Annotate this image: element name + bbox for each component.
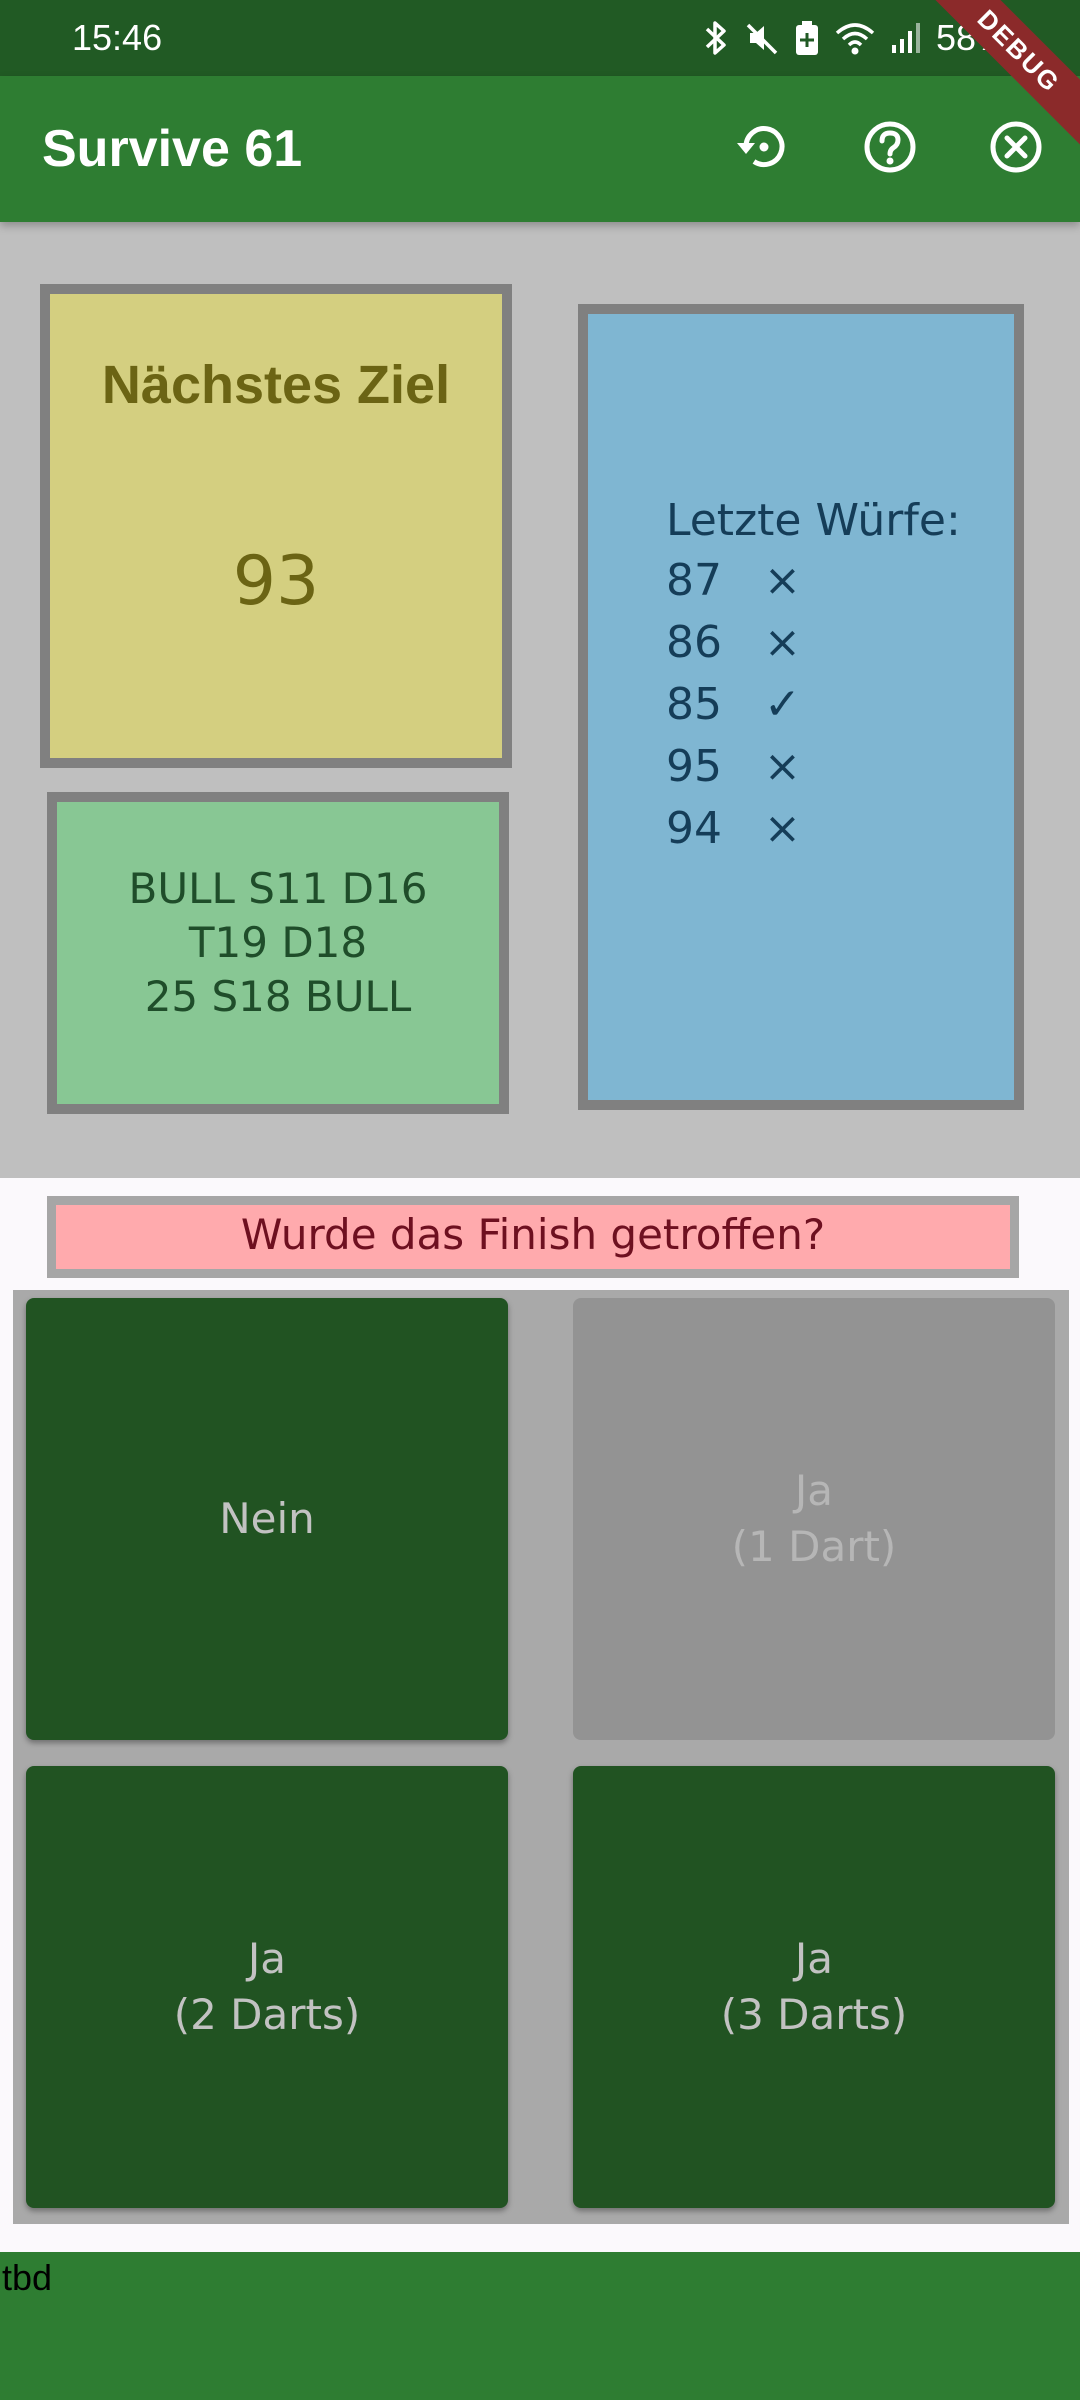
finish-suggestion-box: BULL S11 D16 T19 D18 25 S18 BULL <box>47 792 509 1114</box>
status-time: 15:46 <box>72 17 163 58</box>
yes-1-dart-button[interactable]: Ja (1 Dart) <box>573 1298 1055 1740</box>
answer-grid: Nein Ja (1 Dart) Ja (2 Darts) Ja (3 Dart… <box>13 1290 1069 2224</box>
status-icons: 58% <box>702 12 1008 64</box>
history-value: 87 <box>666 555 722 606</box>
no-button[interactable]: Nein <box>26 1298 508 1740</box>
yes-1-dart-label: Ja (1 Dart) <box>731 1466 897 1571</box>
target-label: Nächstes Ziel <box>101 355 451 415</box>
signal-icon <box>890 19 922 57</box>
wifi-icon <box>834 19 876 57</box>
finish-question: Wurde das Finish getroffen? <box>47 1196 1019 1278</box>
help-button[interactable] <box>854 113 926 185</box>
history-row: 87 × <box>666 550 961 612</box>
bluetooth-icon <box>702 19 730 57</box>
restart-icon <box>732 117 792 181</box>
history-row: 85 ✓ <box>666 674 961 736</box>
app-bar: Survive 61 <box>0 76 1080 222</box>
app-title: Survive 61 <box>42 120 303 178</box>
bottom-bar: tbd <box>0 2252 1080 2400</box>
history-mark: × <box>764 555 801 606</box>
yes-3-darts-label: Ja (3 Darts) <box>720 1934 908 2039</box>
close-button[interactable] <box>980 113 1052 185</box>
history-row: 94 × <box>666 798 961 860</box>
history-value: 85 <box>666 679 722 730</box>
battery-saver-icon <box>794 19 820 57</box>
history-value: 86 <box>666 617 722 668</box>
finish-line: T19 D18 <box>188 918 368 967</box>
target-box: Nächstes Ziel 93 <box>40 284 512 768</box>
finish-suggestion: BULL S11 D16 T19 D18 25 S18 BULL <box>57 862 499 1024</box>
close-circle-icon <box>986 117 1046 181</box>
history-mark: × <box>764 803 801 854</box>
history-mark: ✓ <box>764 679 801 730</box>
footer-text: tbd <box>2 2257 53 2298</box>
history-title: Letzte Würfe: <box>666 495 961 546</box>
history-value: 94 <box>666 803 722 854</box>
game-info-area: Nächstes Ziel 93 BULL S11 D16 T19 D18 25… <box>0 222 1080 1178</box>
finish-line: 25 S18 BULL <box>144 972 412 1021</box>
mute-icon <box>744 19 780 57</box>
target-value: 93 <box>232 542 320 621</box>
finish-line: BULL S11 D16 <box>128 864 428 913</box>
no-button-label: Nein <box>219 1494 315 1543</box>
history-row: 86 × <box>666 612 961 674</box>
history-row: 95 × <box>666 736 961 798</box>
status-bar: 15:46 58% <box>0 0 1080 76</box>
yes-3-darts-button[interactable]: Ja (3 Darts) <box>573 1766 1055 2208</box>
restart-button[interactable] <box>726 113 798 185</box>
history-mark: × <box>764 741 801 792</box>
yes-2-darts-label: Ja (2 Darts) <box>173 1934 361 2039</box>
help-icon <box>860 117 920 181</box>
throw-history-box: Letzte Würfe: 87 × 86 × 85 ✓ 95 × 94 × <box>578 304 1024 1110</box>
history-mark: × <box>764 617 801 668</box>
throw-history: Letzte Würfe: 87 × 86 × 85 ✓ 95 × 94 × <box>666 492 961 860</box>
history-value: 95 <box>666 741 722 792</box>
yes-2-darts-button[interactable]: Ja (2 Darts) <box>26 1766 508 2208</box>
